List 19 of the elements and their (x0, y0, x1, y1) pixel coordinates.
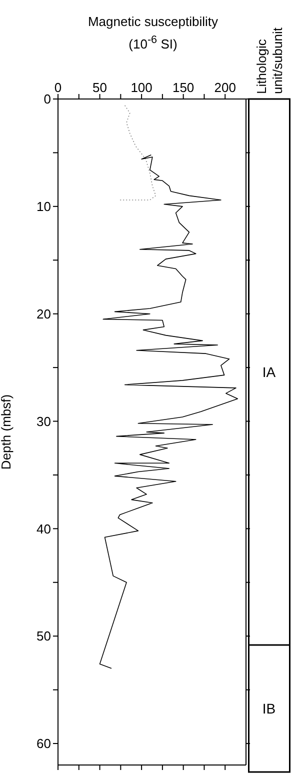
y-tick-label: 30 (36, 414, 51, 429)
y-tick-label: 60 (36, 736, 51, 752)
text: IA (262, 364, 276, 380)
text: IB (262, 700, 276, 716)
x-tick-label: 150 (172, 80, 194, 95)
x-tick-label: 0 (54, 80, 62, 95)
line-series (119, 105, 156, 200)
y-axis-title: Depth (mbsf) (0, 394, 14, 470)
x-tick-label: 100 (130, 80, 152, 95)
x-axis-title: Magnetic susceptibility (10$^{-6}$ SI) (86, 13, 220, 54)
x-tick-label: 200 (214, 80, 236, 95)
x-tick-label: 50 (92, 80, 108, 95)
text: Lithologic unit/subunit (254, 26, 286, 94)
y-tick-label: 50 (36, 628, 51, 644)
line-series (99, 154, 238, 669)
y-tick-label: 40 (36, 521, 51, 536)
y-tick-label: 10 (36, 199, 51, 214)
y-tick-label: 0 (44, 92, 51, 107)
y-tick-label: 20 (36, 306, 51, 322)
